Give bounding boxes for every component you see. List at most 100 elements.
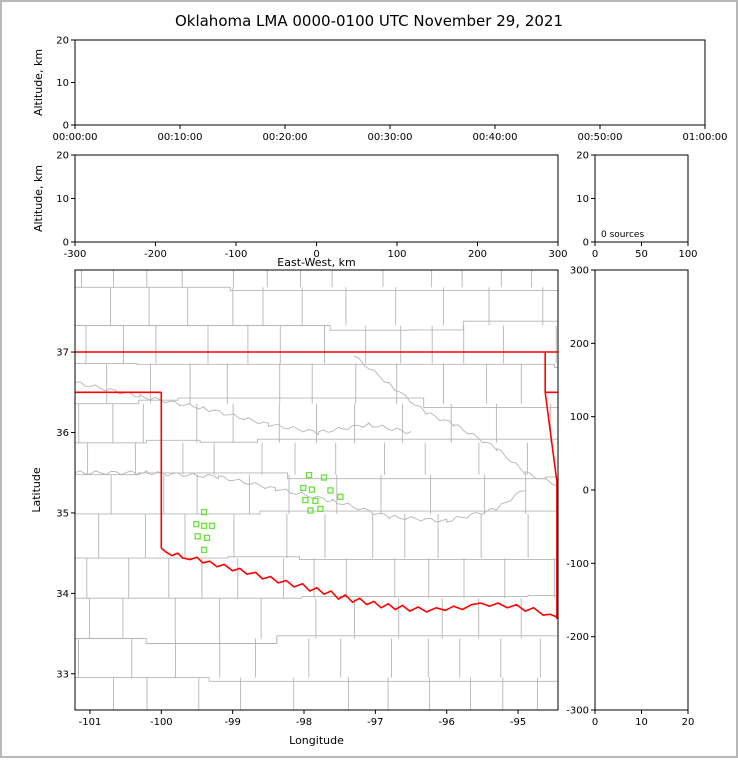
x-tick-label: 00:40:00 bbox=[473, 132, 518, 143]
y-tick-label: 10 bbox=[56, 78, 69, 89]
ns-height-frame bbox=[594, 269, 689, 711]
y-tick-label: 0 bbox=[583, 238, 589, 249]
x-tick-label: 00:20:00 bbox=[263, 132, 308, 143]
lma-station-marker bbox=[327, 487, 334, 494]
ew-height-y-axis-label: Altitude, km bbox=[32, 165, 45, 232]
time-height-frame bbox=[74, 39, 706, 126]
plot-panels: 00:00:00 00:10:00 00:20:00 00:30:00 00:40:00… bbox=[53, 36, 728, 729]
y-tick-label: 0 bbox=[583, 486, 589, 497]
x-tick-label: 10 bbox=[635, 717, 648, 728]
river-line-arkansas bbox=[353, 355, 558, 487]
x-tick-label: -99 bbox=[224, 717, 240, 728]
y-tick-label: 20 bbox=[576, 151, 589, 162]
x-tick-label: 0 bbox=[592, 717, 598, 728]
county-row-line bbox=[75, 635, 558, 644]
x-tick-label: -97 bbox=[367, 717, 383, 728]
county-row-line bbox=[75, 677, 558, 682]
y-tick-label: 200 bbox=[570, 339, 589, 350]
plan-view-axes: -101 -100 -99 -98 -97 -96 -95 33 34 35 36 37 bbox=[56, 348, 526, 728]
state-border-oklahoma-arkansas bbox=[544, 392, 558, 620]
x-tick-label: 01:00:00 bbox=[683, 132, 728, 143]
lma-station-marker bbox=[300, 484, 307, 492]
ew-height-x-axis-label: East-West, km bbox=[277, 256, 355, 269]
x-tick-label: -98 bbox=[296, 717, 312, 728]
lma-station-marker bbox=[307, 507, 314, 514]
y-tick-label: 35 bbox=[56, 508, 69, 519]
county-row-line bbox=[75, 397, 558, 408]
river-line-canadian bbox=[75, 469, 526, 523]
river-line-cimarron bbox=[75, 381, 412, 436]
y-tick-label: 36 bbox=[56, 428, 69, 439]
source-count-axes: 0 50 100 0 10 20 bbox=[576, 151, 697, 261]
y-tick-label: 0 bbox=[63, 238, 69, 249]
county-row-line bbox=[75, 595, 558, 599]
county-row-line bbox=[75, 556, 558, 561]
y-tick-label: 34 bbox=[56, 589, 69, 600]
y-tick-label: 20 bbox=[56, 36, 69, 47]
x-tick-label: 0 bbox=[313, 249, 319, 260]
plan-view-frame bbox=[74, 269, 559, 711]
plan-view-x-axis-label: Longitude bbox=[289, 734, 344, 747]
x-tick-label: 00:50:00 bbox=[578, 132, 623, 143]
lma-station-marker bbox=[302, 496, 309, 504]
x-tick-label: 0 bbox=[592, 249, 598, 260]
lma-station-marker bbox=[208, 522, 216, 529]
state-borders bbox=[75, 351, 558, 620]
lma-station-marker bbox=[200, 546, 208, 554]
y-tick-label: -100 bbox=[566, 559, 589, 570]
x-tick-label: 00:00:00 bbox=[53, 132, 98, 143]
ns-height-axes: 0 10 20 -300 -200 -100 0 100 200 300 bbox=[566, 266, 694, 729]
y-tick-label: 37 bbox=[56, 348, 69, 359]
ew-height-axes: -300 -200 -100 0 100 200 300 0 10 20 bbox=[56, 151, 567, 261]
x-tick-label: 00:10:00 bbox=[158, 132, 203, 143]
x-tick-label: 00:30:00 bbox=[368, 132, 413, 143]
y-tick-label: 300 bbox=[570, 266, 589, 277]
lma-station-marker bbox=[308, 486, 316, 493]
y-tick-label: 10 bbox=[56, 194, 69, 205]
map-layers bbox=[75, 270, 558, 710]
lma-station-marker bbox=[305, 471, 313, 479]
county-row-line bbox=[75, 286, 558, 292]
lma-station-marker bbox=[200, 522, 208, 529]
lma-station-marker bbox=[193, 521, 200, 528]
lma-station-marker bbox=[200, 508, 208, 516]
lma-stations bbox=[193, 471, 344, 554]
x-tick-label: -100 bbox=[150, 717, 173, 728]
state-border-red-river bbox=[160, 547, 558, 619]
county-row-line bbox=[75, 510, 558, 515]
x-tick-label: -101 bbox=[79, 717, 102, 728]
y-tick-label: -300 bbox=[566, 706, 589, 717]
x-tick-label: 50 bbox=[635, 249, 648, 260]
panel-frames bbox=[74, 39, 706, 711]
x-tick-label: 100 bbox=[678, 249, 697, 260]
county-lines bbox=[75, 270, 558, 710]
y-tick-label: 20 bbox=[56, 151, 69, 162]
source-count-frame bbox=[594, 154, 689, 243]
x-tick-label: -100 bbox=[225, 249, 248, 260]
lma-station-marker bbox=[337, 493, 344, 500]
x-tick-label: -200 bbox=[144, 249, 167, 260]
x-tick-label: 300 bbox=[548, 249, 567, 260]
y-tick-label: 10 bbox=[576, 194, 589, 205]
x-tick-label: 20 bbox=[682, 717, 695, 728]
county-row-line bbox=[75, 320, 558, 331]
x-tick-label: -300 bbox=[64, 249, 87, 260]
y-tick-label: -200 bbox=[566, 632, 589, 643]
time-height-y-axis-label: Altitude, km bbox=[32, 49, 45, 116]
lma-station-marker bbox=[194, 533, 201, 540]
county-row-line bbox=[75, 362, 558, 368]
plan-view-y-axis-label: Latitude bbox=[30, 467, 43, 513]
x-tick-label: 200 bbox=[468, 249, 487, 260]
x-tick-label: -95 bbox=[510, 717, 526, 728]
figure-title: Oklahoma LMA 0000-0100 UTC November 29, … bbox=[175, 12, 563, 30]
lma-station-marker bbox=[320, 474, 328, 481]
lma-station-marker bbox=[203, 534, 211, 542]
x-tick-label: -96 bbox=[439, 717, 455, 728]
y-tick-label: 33 bbox=[56, 669, 69, 680]
y-tick-label: 0 bbox=[63, 121, 69, 132]
y-tick-label: 100 bbox=[570, 412, 589, 423]
time-height-axes: 00:00:00 00:10:00 00:20:00 00:30:00 00:40:00… bbox=[53, 36, 728, 144]
lma-station-marker bbox=[317, 505, 324, 513]
